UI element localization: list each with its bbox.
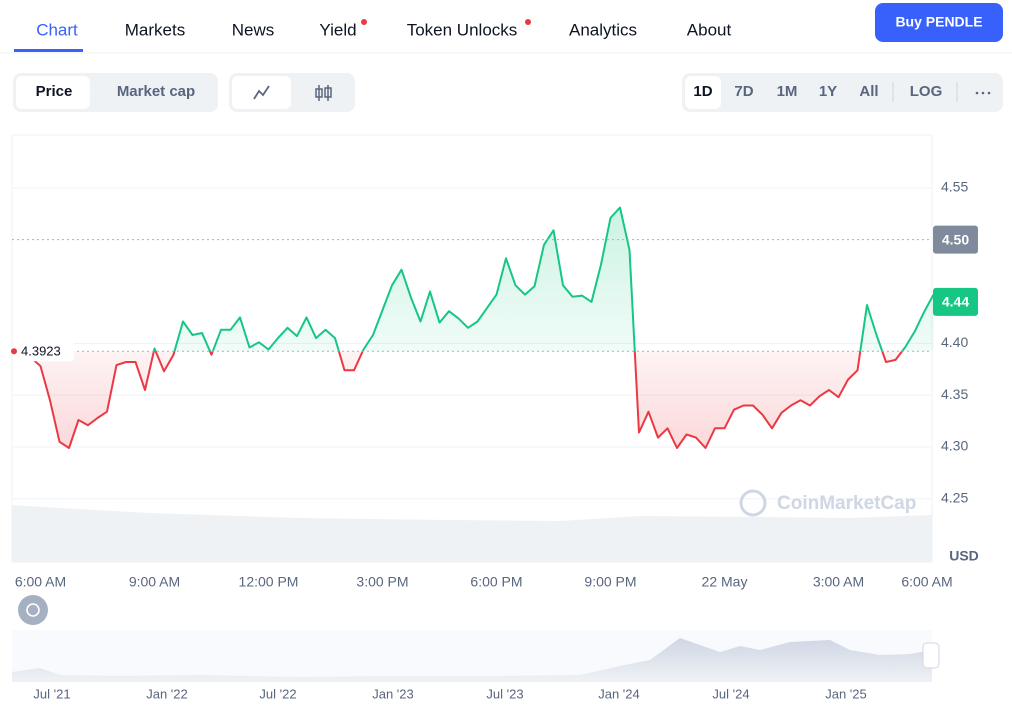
- x-tick-label: 12:00 PM: [239, 574, 299, 590]
- navigator-label: Jul '24: [712, 686, 749, 701]
- nav-tab[interactable]: About: [687, 20, 732, 39]
- last-price-box: [933, 287, 978, 316]
- navigator-label: Jul '23: [486, 686, 523, 701]
- y-tick-label: 4.25: [941, 490, 968, 506]
- navigator-label: Jan '23: [372, 686, 414, 701]
- reference-label-box: [933, 225, 978, 254]
- range-option[interactable]: 1Y: [819, 83, 837, 100]
- range-selected: [685, 76, 721, 109]
- volume-area: [12, 505, 932, 562]
- price-area: [12, 207, 934, 448]
- plot: [11, 187, 935, 500]
- navigator-labels: Jul '21 Jan '22 Jul '22 Jan '23 Jul '23 Jan '…: [33, 686, 866, 701]
- range-option[interactable]: 1M: [777, 83, 798, 100]
- navigator-label: Jan '22: [146, 686, 188, 701]
- range-option[interactable]: All: [859, 83, 878, 100]
- baseline-dot: [11, 348, 17, 355]
- nav-tab[interactable]: News: [232, 20, 275, 39]
- nav-tab[interactable]: Markets: [125, 20, 185, 39]
- reference-label: 4.50: [942, 231, 969, 247]
- last-price-label: 4.44: [942, 294, 969, 310]
- top-nav: Chart Markets News Yield Token Unlocks A…: [0, 3, 1012, 54]
- price-line: [11, 206, 935, 449]
- range-option[interactable]: 1D: [693, 83, 712, 100]
- history-button[interactable]: [18, 595, 48, 625]
- y-unit: USD: [949, 548, 979, 564]
- nav-tab[interactable]: Yield: [319, 20, 356, 39]
- x-tick-label: 6:00 PM: [470, 574, 522, 590]
- badge-dot: [525, 19, 531, 25]
- range-group: [682, 73, 1003, 112]
- toggle-selected: [16, 76, 90, 109]
- y-tick-label: 4.35: [941, 386, 968, 402]
- x-tick-label: 22 May: [702, 574, 748, 590]
- nav-tab[interactable]: Analytics: [569, 20, 637, 39]
- toggle-option[interactable]: Market cap: [117, 83, 195, 100]
- line-icon[interactable]: [253, 85, 270, 100]
- badge-dot: [361, 19, 367, 25]
- navigator-handle[interactable]: [922, 642, 940, 669]
- y-tick-label: 4.30: [941, 438, 968, 454]
- toggle-option[interactable]: Price: [36, 83, 73, 100]
- x-tick-label: 3:00 AM: [813, 574, 864, 590]
- nav-tab[interactable]: Token Unlocks: [407, 20, 518, 39]
- navigator: Jul '21 Jan '22 Jul '22 Jan '23 Jul '23 Jan '…: [12, 630, 940, 701]
- x-tick-label: 3:00 PM: [356, 574, 408, 590]
- buy-button[interactable]: [875, 3, 1003, 42]
- x-tick-label: 6:00 AM: [15, 574, 66, 590]
- more-icon[interactable]: [975, 91, 991, 95]
- navigator-label: Jul '22: [259, 686, 296, 701]
- x-tick-label: 9:00 AM: [129, 574, 180, 590]
- navigator-label: Jul '21: [33, 686, 70, 701]
- y-tick-label: 4.55: [941, 179, 968, 195]
- y-tick-label: 4.40: [941, 334, 968, 350]
- buy-button-label[interactable]: Buy PENDLE: [895, 14, 982, 30]
- range-option[interactable]: LOG: [910, 83, 943, 100]
- x-tick-label: 6:00 AM: [901, 574, 952, 590]
- watermark-text: CoinMarketCap: [777, 493, 916, 514]
- navigator-area: [12, 638, 932, 682]
- active-underline: [14, 49, 83, 52]
- baseline-label-box: [14, 341, 74, 362]
- history-icon: [26, 603, 40, 617]
- navigator-label: Jan '24: [598, 686, 640, 701]
- baseline-label: 4.3923: [21, 344, 61, 359]
- candle-icon[interactable]: [315, 85, 332, 101]
- x-tick-label: 9:00 PM: [584, 574, 636, 590]
- nav-tab[interactable]: Chart: [36, 20, 78, 39]
- controls: Price Market cap 1D 7D 1M 1Y All LOG: [13, 73, 1003, 112]
- navigator-label: Jan '25: [825, 686, 867, 701]
- watermark: CoinMarketCap: [739, 489, 916, 517]
- range-option[interactable]: 7D: [734, 83, 753, 100]
